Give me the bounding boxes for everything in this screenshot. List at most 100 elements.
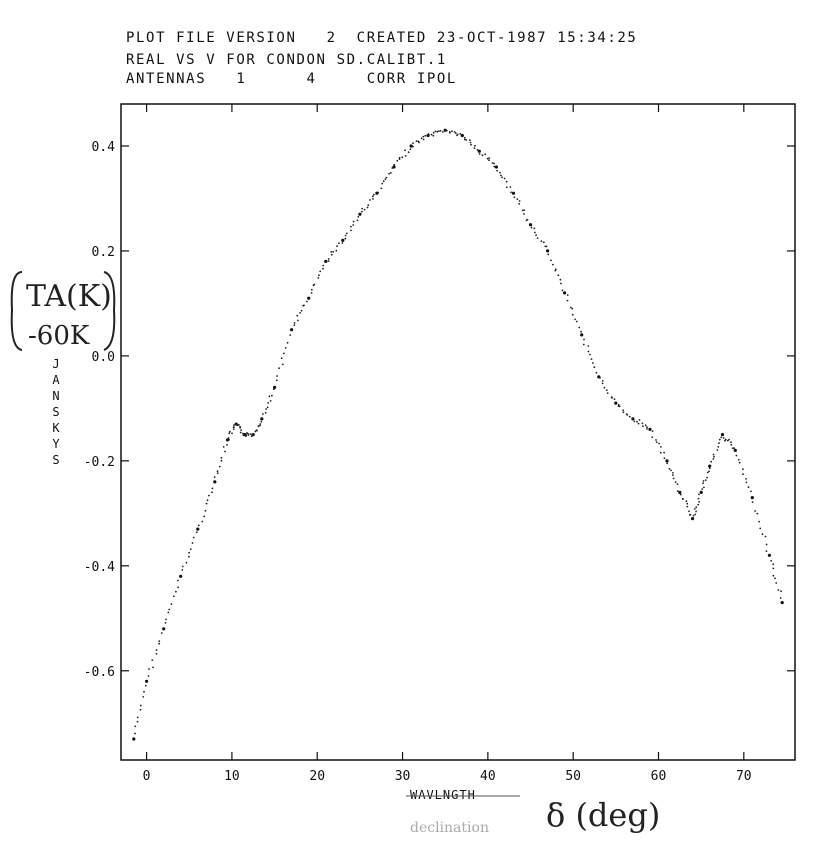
scatter-texture-dot	[345, 232, 348, 235]
data-point	[699, 490, 703, 494]
scatter-texture-dot	[509, 186, 512, 188]
scatter-texture-dot	[236, 424, 239, 427]
scatter-texture-dot	[764, 535, 767, 538]
scatter-texture-dot	[758, 520, 760, 523]
scatter-texture-dot	[742, 468, 744, 471]
scatter-texture-dot	[189, 548, 192, 551]
scatter-texture-dot	[181, 569, 184, 571]
scatter-texture-dot	[265, 408, 267, 410]
scatter-texture-dot	[278, 367, 280, 370]
scatter-texture-dot	[535, 234, 537, 237]
scatter-texture-dot	[590, 358, 593, 360]
scatter-texture-dot	[257, 425, 260, 427]
scatter-texture-dot	[488, 159, 490, 162]
y-tick-label: -0.6	[84, 665, 115, 680]
data-points-layer	[132, 128, 784, 741]
scatter-texture-dot	[148, 668, 150, 670]
scatter-texture-dot	[177, 586, 180, 589]
scatter-texture-dot	[181, 565, 184, 568]
scatter-texture-dot	[552, 263, 554, 266]
scatter-texture-dot	[373, 193, 375, 196]
scatter-texture-dot	[424, 134, 427, 137]
scatter-texture-dot	[655, 441, 658, 443]
scatter-texture-dot	[366, 206, 369, 209]
data-point	[226, 438, 230, 442]
data-point	[750, 496, 754, 500]
scatter-texture-dot	[523, 209, 526, 212]
scatter-texture-dot	[442, 131, 444, 133]
scatter-texture-dot	[144, 684, 147, 687]
scatter-texture-dot	[780, 590, 782, 592]
scatter-texture-dot	[384, 178, 387, 181]
scatter-texture-dot	[473, 147, 476, 150]
scatter-texture-dot	[393, 163, 396, 166]
scatter-texture-dot	[330, 253, 333, 256]
x-tick-label: 40	[480, 769, 496, 784]
scatter-texture-dot	[574, 318, 576, 321]
scatter-texture-dot	[363, 208, 366, 211]
scatter-texture-dot	[663, 451, 665, 454]
scatter-texture-dot	[730, 443, 733, 446]
data-point	[196, 527, 200, 531]
scatter-texture-dot	[220, 456, 223, 459]
scatter-texture-dot	[228, 438, 230, 441]
scatter-texture-dot	[761, 533, 764, 536]
scatter-texture-dot	[380, 187, 383, 190]
scatter-texture-dot	[216, 470, 219, 473]
scatter-texture-dot	[439, 130, 442, 132]
scatter-texture-dot	[686, 505, 689, 508]
scatter-texture-dot	[139, 704, 142, 707]
scatter-texture-dot	[626, 413, 629, 416]
y-tick-label: -0.4	[84, 560, 115, 575]
scatter-texture-dot	[155, 649, 158, 651]
scatter-texture-dot	[518, 203, 521, 205]
data-point	[648, 427, 652, 431]
scatter-texture-dot	[554, 269, 557, 272]
scatter-texture-dot	[335, 249, 338, 252]
scatter-texture-dot	[188, 555, 190, 558]
plot-header-version: PLOT FILE VERSION 2 CREATED 23-OCT-1987 …	[126, 30, 638, 46]
scatter-texture-dot	[720, 436, 723, 439]
scatter-texture-dot	[718, 442, 720, 444]
scatter-texture-dot	[704, 479, 707, 481]
scatter-texture-dot	[252, 433, 254, 436]
scatter-texture-dot	[142, 696, 145, 698]
data-point	[511, 191, 516, 195]
scatter-texture-dot	[484, 153, 487, 156]
scatter-texture-dot	[518, 200, 521, 202]
scatter-texture-dot	[232, 428, 235, 430]
scatter-texture-dot	[689, 513, 692, 516]
scatter-texture-dot	[685, 500, 688, 503]
scatter-texture-dot	[644, 424, 647, 427]
scatter-texture-dot	[293, 322, 296, 324]
scatter-texture-dot	[587, 345, 590, 347]
scatter-texture-dot	[293, 324, 296, 327]
scatter-texture-dot	[228, 432, 231, 435]
scatter-texture-dot	[235, 423, 238, 426]
scatter-texture-dot	[220, 459, 223, 462]
scatter-texture-dot	[733, 447, 735, 450]
scatter-texture-dot	[213, 476, 216, 478]
scatter-texture-dot	[638, 419, 641, 421]
scatter-texture-dot	[134, 732, 136, 735]
scatter-texture-dot	[671, 474, 674, 476]
scatter-texture-dot	[547, 253, 550, 256]
scatter-texture-dot	[232, 426, 235, 429]
x-tick-label: 20	[309, 769, 325, 784]
y-axis-label-letter: Y	[52, 437, 60, 451]
scatter-texture-dot	[622, 409, 624, 411]
scatter-texture-dot	[545, 245, 548, 248]
scatter-texture-dot	[759, 527, 762, 530]
scatter-texture-dot	[500, 174, 502, 177]
scatter-texture-dot	[617, 403, 620, 406]
scatter-texture-dot	[160, 632, 163, 634]
scatter-texture-dot	[516, 198, 519, 201]
data-point	[179, 574, 183, 578]
scatter-texture-dot	[412, 142, 414, 145]
scatter-texture-dot	[143, 690, 145, 693]
scatter-texture-dot	[438, 130, 440, 133]
scatter-texture-dot	[575, 320, 578, 323]
scatter-texture-dot	[651, 430, 654, 432]
scatter-texture-dot	[731, 447, 734, 449]
